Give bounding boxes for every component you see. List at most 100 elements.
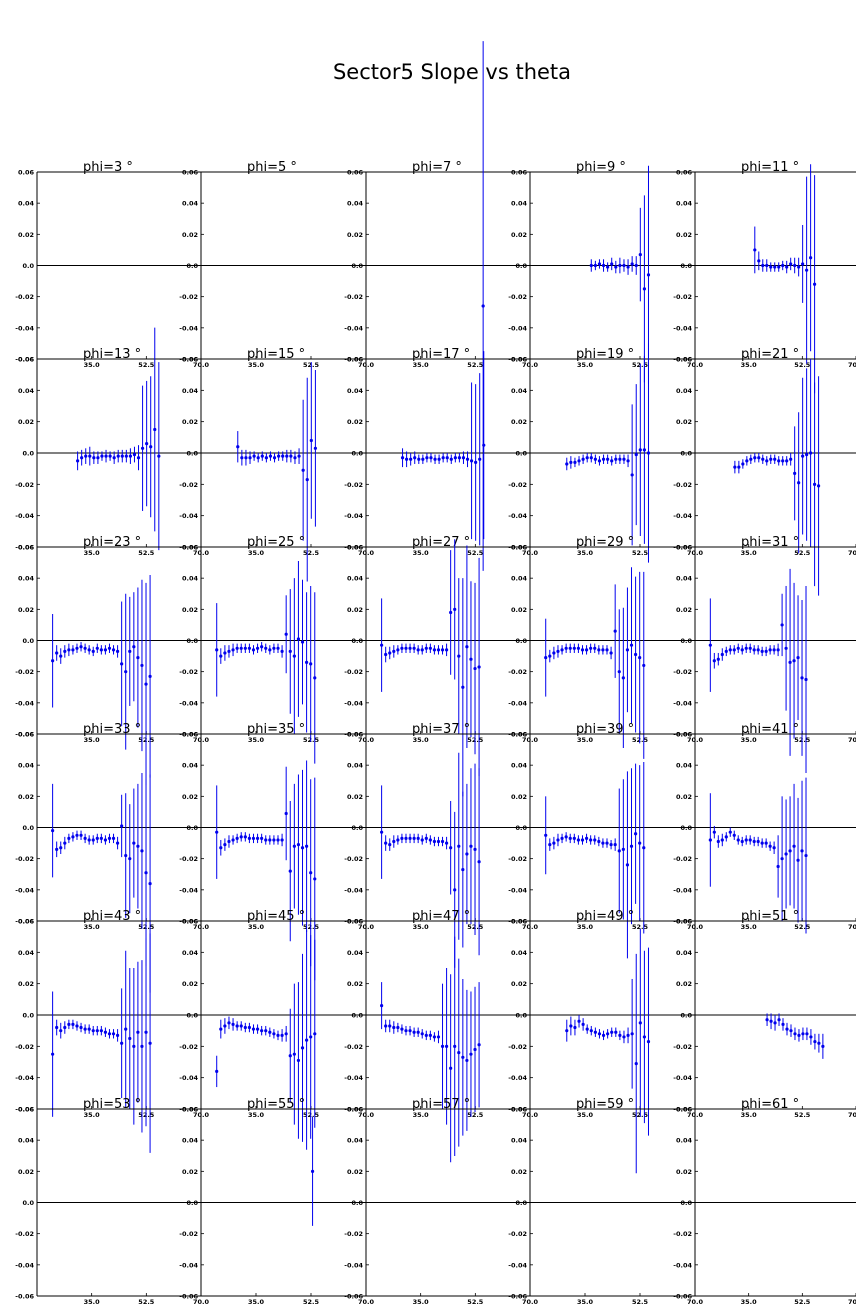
y-tick-label: 0.04 — [511, 387, 528, 395]
data-point — [629, 844, 634, 848]
data-point — [809, 1035, 813, 1039]
data-point — [769, 265, 773, 269]
panel: 0.060.040.020.0-0.02-0.04-0.0635.052.570… — [344, 347, 538, 557]
data-point — [708, 643, 712, 647]
y-tick-label: 0.04 — [182, 762, 199, 770]
data-point — [797, 265, 801, 269]
data-point — [280, 649, 284, 654]
data-point — [313, 446, 317, 450]
y-tick-label: -0.04 — [15, 324, 34, 332]
data-point — [83, 646, 87, 650]
data-point — [613, 843, 617, 847]
y-tick-label: 0.06 — [511, 169, 528, 177]
data-point — [568, 646, 572, 650]
y-tick-label: 0.04 — [347, 575, 364, 583]
y-tick-label: -0.04 — [673, 1074, 692, 1082]
y-tick-label: 0.02 — [182, 231, 198, 239]
data-point — [296, 637, 301, 641]
data-point — [284, 811, 288, 816]
data-point — [132, 452, 137, 457]
data-point — [417, 457, 421, 461]
x-tick-label: 52.5 — [303, 736, 320, 744]
data-point — [440, 1044, 445, 1048]
data-point — [642, 846, 646, 850]
x-tick-label: 35.0 — [248, 549, 265, 557]
data-point — [276, 838, 280, 842]
data-point — [420, 838, 424, 842]
data-point — [610, 459, 614, 463]
data-point — [115, 1033, 120, 1037]
data-point — [276, 646, 280, 650]
y-tick-label: -0.02 — [179, 293, 198, 301]
x-tick-label: 35.0 — [413, 923, 430, 931]
data-point — [76, 459, 80, 463]
data-point — [437, 457, 441, 461]
data-point — [577, 1019, 581, 1023]
data-point — [777, 459, 781, 463]
data-point — [128, 649, 132, 654]
data-point — [789, 262, 793, 266]
x-tick-label: 70.0 — [687, 1298, 704, 1306]
data-point — [436, 648, 441, 652]
data-point — [597, 1032, 602, 1036]
data-point — [760, 841, 764, 845]
data-point — [805, 452, 809, 457]
data-point — [219, 846, 223, 850]
y-tick-label: -0.02 — [179, 855, 198, 863]
data-point — [128, 857, 132, 861]
data-point — [626, 1033, 630, 1037]
y-tick-label: 0.0 — [186, 262, 198, 270]
data-point — [235, 1024, 239, 1028]
panel-label: phi=25 ° — [247, 535, 305, 550]
data-point — [292, 1052, 296, 1056]
y-tick-label: 0.0 — [186, 637, 198, 645]
data-point — [67, 1022, 71, 1026]
data-point — [622, 1035, 626, 1039]
data-point — [120, 824, 124, 828]
data-point — [428, 646, 432, 650]
data-point — [477, 860, 481, 864]
y-tick-label: 0.0 — [680, 262, 692, 270]
data-point — [384, 841, 388, 845]
data-point — [429, 456, 433, 460]
data-point — [626, 459, 630, 463]
data-point — [597, 839, 601, 844]
data-point — [768, 648, 772, 652]
data-point — [408, 646, 412, 650]
data-point — [589, 1029, 593, 1033]
data-point — [444, 841, 449, 845]
panel: 0.060.040.020.0-0.02-0.04-0.0635.052.570… — [179, 160, 374, 369]
x-tick-label: 52.5 — [303, 1111, 320, 1119]
x-tick-label: 35.0 — [248, 736, 265, 744]
data-point — [800, 676, 804, 680]
y-tick-label: -0.02 — [15, 293, 34, 301]
data-point — [75, 833, 79, 837]
data-point — [821, 1044, 825, 1048]
data-point — [396, 648, 400, 652]
data-point — [642, 287, 647, 291]
data-point — [610, 262, 614, 266]
data-point — [440, 839, 445, 844]
data-point — [740, 648, 744, 652]
panel-label: phi=17 ° — [412, 347, 470, 362]
data-point — [115, 841, 120, 845]
data-point — [756, 839, 760, 844]
data-point — [255, 646, 260, 650]
y-tick-label: -0.02 — [179, 481, 198, 489]
x-tick-label: 70.0 — [848, 736, 856, 744]
data-point — [712, 659, 716, 663]
y-tick-label: 0.06 — [347, 544, 364, 552]
data-point — [107, 1032, 112, 1036]
y-tick-label: -0.04 — [344, 324, 363, 332]
data-point — [736, 838, 740, 842]
panel-label: phi=43 ° — [83, 909, 141, 924]
y-tick-label: -0.04 — [673, 699, 692, 707]
data-point — [400, 646, 404, 650]
data-point — [813, 1040, 817, 1044]
panel-label: phi=39 ° — [576, 722, 634, 737]
data-point — [478, 457, 482, 461]
data-point — [120, 1041, 124, 1045]
x-tick-label: 35.0 — [248, 1111, 265, 1119]
y-tick-label: 0.0 — [22, 637, 34, 645]
y-tick-label: 0.02 — [347, 231, 363, 239]
